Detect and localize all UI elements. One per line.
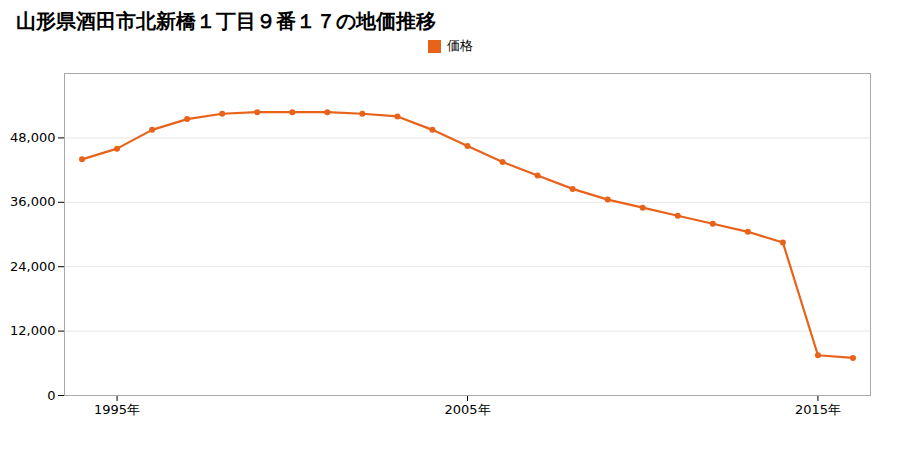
html-text:山形県酒田市北新橋１丁目９番１７の地価推移: 山形県酒田市北新橋１丁目９番１７の地価推移 — [16, 9, 436, 33]
svg-text:1995年: 1995年 — [94, 402, 140, 417]
svg-text:48,000: 48,000 — [10, 130, 56, 145]
svg-text:24,000: 24,000 — [10, 259, 56, 274]
svg-text:36,000: 36,000 — [10, 194, 56, 209]
html-text:価格: 価格 — [446, 38, 473, 53]
svg-text:2015年: 2015年 — [795, 402, 841, 417]
svg-text:0: 0 — [47, 388, 55, 403]
svg-text:2005年: 2005年 — [444, 402, 490, 417]
svg-text:12,000: 12,000 — [10, 323, 56, 338]
